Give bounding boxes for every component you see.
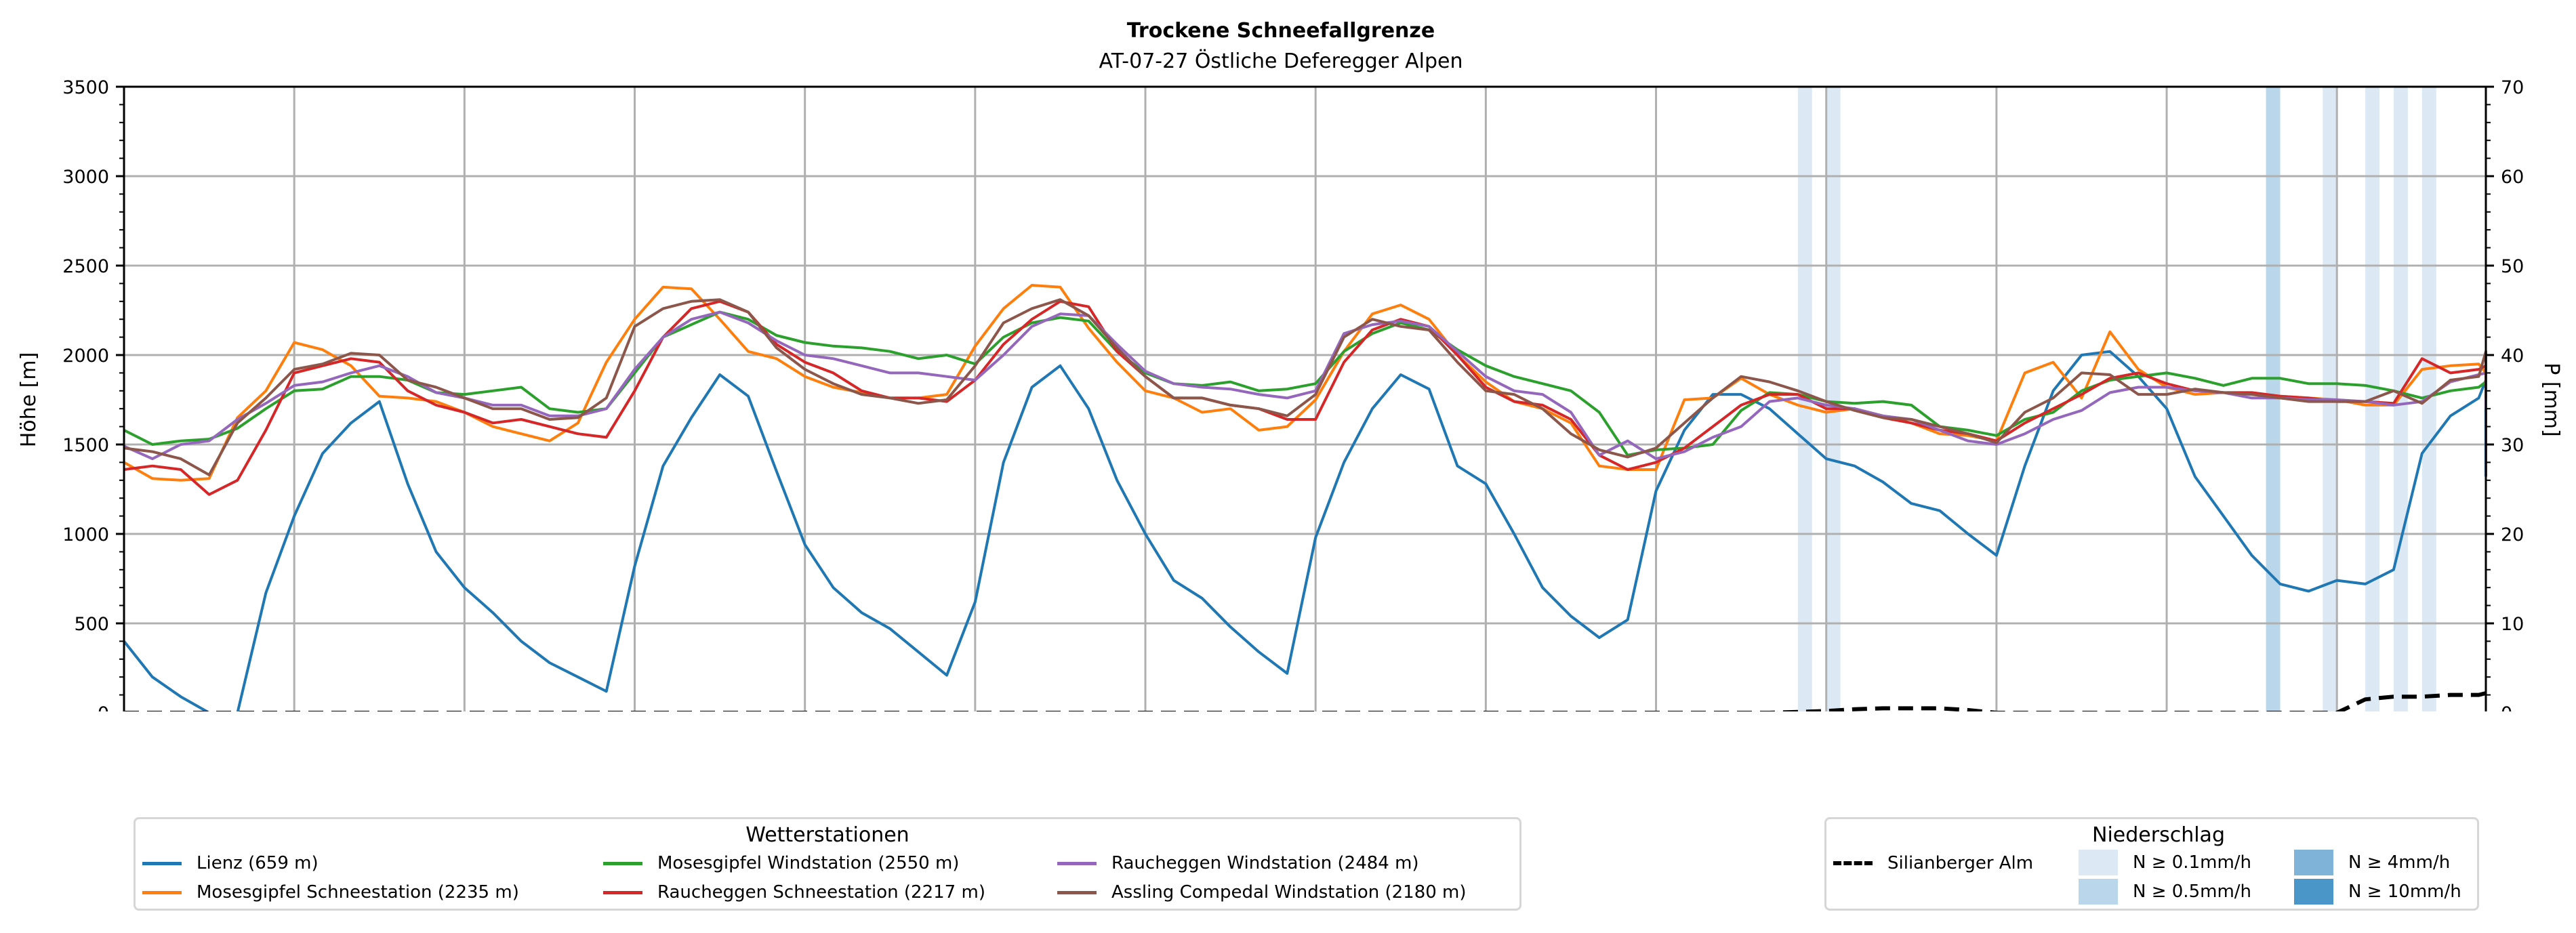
legend-swatch [1057,890,1097,894]
legend-item: Assling Compedal Windstation (2180 m) [1057,882,1467,903]
y2-tick-label: 10 [2501,614,2524,635]
legend-label: Mosesgipfel Schneestation (2235 m) [197,882,519,903]
legend-swatch [603,890,642,894]
y2-tick-label: 70 [2501,77,2524,98]
legend-label: Raucheggen Schneestation (2217 m) [657,882,985,903]
y2-axis-label: P [mm] [2539,362,2563,436]
legend-item: N ≥ 4mm/h [2294,850,2450,875]
series-line [123,350,2487,711]
legend-swatch [2294,879,2333,905]
legend-label: Mosesgipfel Windstation (2550 m) [657,853,960,873]
legend-label: N ≥ 0.1mm/h [2133,852,2252,873]
legend-label: N ≥ 4mm/h [2348,852,2451,873]
y2-tick-label: 20 [2501,524,2524,545]
legend-swatch [1833,861,1873,865]
series-line [123,298,2487,476]
y-tick-label: 1500 [62,435,109,456]
legend-label: Assling Compedal Windstation (2180 m) [1111,882,1467,903]
series-line [123,299,2487,496]
legend-swatch [1057,861,1097,865]
chart-title: Trockene Schneefallgrenze [1127,19,1435,43]
plot-frame [123,85,2487,711]
legend-stations: Wetterstationen Lienz (659 m) Mosesgipfe… [134,817,1521,911]
legend-precip-title: Niederschlag [2092,823,2225,847]
y2-tick-label: 50 [2501,256,2524,277]
y2-tick-label: 30 [2501,435,2524,456]
y-tick-labels: 0 500 1000 1500 2000 2500 3000 3500 [62,77,109,711]
legend-swatch [2294,850,2333,875]
series-lines [123,284,2488,711]
y-tick-label: 500 [74,614,109,635]
precip-band [1826,87,1841,711]
legend-label: N ≥ 10mm/h [2348,882,2461,902]
y2-tick-label: 0 [2501,703,2512,711]
chart-subtitle: AT-07-27 Östliche Deferegger Alpen [1099,49,1463,73]
legend-precipitation: Niederschlag Silianberger Alm N ≥ 0.1mm/… [1824,817,2479,911]
legend-item: N ≥ 10mm/h [2294,879,2461,905]
legend-swatch [142,890,182,894]
legend-item: Mosesgipfel Schneestation (2235 m) [142,882,519,903]
legend-label: Silianberger Alm [1887,853,2034,873]
legend-swatch [603,861,642,865]
legend-item: Raucheggen Schneestation (2217 m) [603,882,985,903]
chart: Trockene Schneefallgrenze AT-07-27 Östli… [17,19,2563,711]
series-line [123,284,2487,482]
legend-label: Raucheggen Windstation (2484 m) [1111,853,1419,873]
legend-swatch [2079,850,2118,875]
y-tick-label: 1000 [62,524,109,545]
legend-stations-title: Wetterstationen [745,823,909,847]
legend-swatch [2079,879,2118,905]
legend-item: N ≥ 0.5mm/h [2079,879,2251,905]
series-line [124,687,2488,711]
axes [116,85,2494,711]
legend-item: Silianberger Alm [1833,853,2033,873]
legend-label: N ≥ 0.5mm/h [2133,882,2252,902]
series-line [123,310,2487,457]
legend-label: Lienz (659 m) [197,853,319,873]
legend-item: Lienz (659 m) [142,853,319,873]
y-axis-label: Höhe [m] [17,352,41,448]
legend-item: Raucheggen Windstation (2484 m) [1057,853,1419,873]
y-tick-label: 2000 [62,346,109,367]
y-tick-label: 3500 [62,77,109,98]
y2-tick-labels: 0 10 20 30 40 50 60 70 [2501,77,2524,711]
y-tick-label: 3000 [62,167,109,188]
y-tick-label: 2500 [62,256,109,277]
y2-tick-label: 60 [2501,167,2524,188]
y-tick-label: 0 [98,703,109,711]
legend-item: Mosesgipfel Windstation (2550 m) [603,853,959,873]
y2-tick-label: 40 [2501,346,2524,367]
legend-swatch [142,861,182,865]
grid [123,85,2486,711]
legend-item: N ≥ 0.1mm/h [2079,850,2251,875]
